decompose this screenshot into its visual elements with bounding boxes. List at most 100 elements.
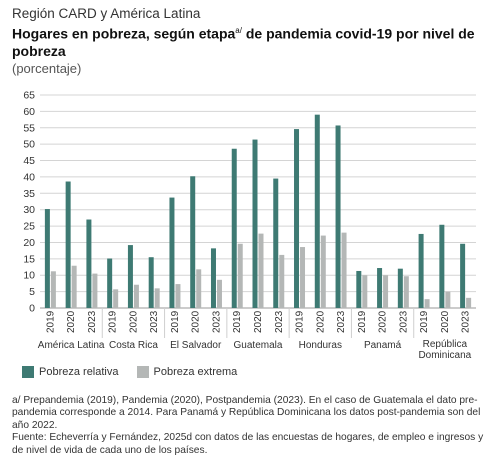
year-tick-label: 2023 — [149, 310, 160, 333]
bar-pobreza-extrema — [383, 275, 389, 308]
bar-pobreza-extrema — [300, 247, 306, 308]
title-footnote-marker: a/ — [235, 26, 242, 35]
bar-pobreza-extrema — [216, 279, 222, 308]
title-part-1: Hogares en pobreza, según etapa — [12, 25, 236, 42]
year-tick-label: 2023 — [398, 310, 409, 333]
bar-pobreza-relativa — [86, 219, 92, 308]
legend-swatch-relativa — [22, 366, 34, 378]
group-label: Costa Rica — [109, 340, 158, 351]
y-tick-label: 25 — [23, 221, 35, 233]
y-tick-label: 40 — [23, 171, 35, 183]
legend: Pobreza relativa Pobreza extrema — [22, 366, 255, 378]
year-tick-label: 2020 — [315, 310, 326, 333]
bar-pobreza-relativa — [127, 245, 133, 308]
year-tick-label: 2019 — [295, 310, 306, 333]
bar-pobreza-relativa — [356, 270, 362, 308]
bar-pobreza-extrema — [424, 299, 430, 308]
bar-pobreza-extrema — [175, 284, 181, 308]
year-tick-label: 2020 — [128, 310, 139, 333]
footnote-a: a/ Prepandemia (2019), Pandemia (2020), … — [12, 395, 481, 431]
y-tick-label: 0 — [29, 303, 35, 315]
chart-header: Región CARD y América Latina Hogares en … — [12, 5, 488, 77]
legend-label-extrema: Pobreza extrema — [153, 366, 238, 378]
bar-pobreza-relativa — [314, 114, 320, 309]
legend-item-relativa: Pobreza relativa — [22, 366, 119, 378]
bar-pobreza-relativa — [107, 258, 113, 308]
bar-pobreza-extrema — [196, 269, 202, 308]
y-tick-label: 5 — [29, 286, 35, 298]
bar-pobreza-relativa — [231, 148, 237, 308]
bar-pobreza-extrema — [50, 271, 56, 308]
bar-pobreza-extrema — [258, 233, 264, 308]
year-tick-label: 2020 — [191, 310, 202, 333]
bar-pobreza-extrema — [466, 297, 472, 308]
bar-pobreza-relativa — [294, 129, 300, 308]
group-label: Guatemala — [234, 340, 283, 351]
bar-pobreza-extrema — [71, 265, 77, 308]
year-tick-label: 2023 — [274, 310, 285, 333]
bar-pobreza-relativa — [273, 178, 279, 308]
bar-pobreza-relativa — [460, 243, 466, 308]
year-tick-label: 2019 — [45, 310, 56, 333]
y-tick-label: 15 — [23, 253, 35, 265]
year-tick-label: 2020 — [378, 310, 389, 333]
bar-pobreza-relativa — [148, 257, 154, 308]
bar-pobreza-relativa — [377, 268, 383, 308]
bar-pobreza-extrema — [133, 284, 139, 308]
footnotes: a/ Prepandemia (2019), Pandemia (2020), … — [12, 395, 490, 457]
unit-label: (porcentaje) — [12, 60, 82, 76]
year-tick-label: 2019 — [357, 310, 368, 333]
bar-pobreza-relativa — [210, 248, 216, 308]
y-tick-label: 20 — [23, 237, 35, 249]
group-label: América Latina — [38, 340, 105, 351]
bar-pobreza-relativa — [190, 176, 196, 308]
bar-pobreza-extrema — [279, 254, 285, 308]
legend-label-relativa: Pobreza relativa — [39, 366, 119, 378]
chart-title: Hogares en pobreza, según etapaa/ de pan… — [12, 22, 488, 60]
y-tick-label: 35 — [23, 188, 35, 200]
bar-pobreza-extrema — [403, 276, 409, 308]
bar-pobreza-relativa — [65, 181, 71, 308]
bar-chart: 0 5 10 15 20 25 30 35 40 45 50 55 60 65 2019 2020 2023 Am… — [23, 90, 476, 361]
bar-pobreza-relativa — [418, 233, 424, 308]
year-tick-label: 2023 — [87, 310, 98, 333]
legend-swatch-extrema — [136, 366, 149, 378]
year-tick-label: 2020 — [66, 310, 77, 333]
group-label: Honduras — [299, 340, 342, 351]
year-tick-label: 2020 — [440, 310, 451, 333]
bar-pobreza-relativa — [335, 125, 341, 308]
group-label: El Salvador — [170, 340, 222, 351]
year-tick-label: 2019 — [232, 310, 243, 333]
bar-pobreza-extrema — [154, 288, 160, 308]
y-tick-label: 30 — [23, 204, 35, 216]
legend-item-extrema: Pobreza extrema — [136, 366, 238, 378]
bar-pobreza-relativa — [252, 139, 258, 308]
y-tick-label: 10 — [23, 270, 35, 282]
year-tick-label: 2019 — [108, 310, 119, 333]
bar-pobreza-extrema — [237, 243, 243, 308]
group-label: República Dominicana — [418, 339, 471, 361]
group-label: Panamá — [364, 340, 402, 351]
bar-pobreza-relativa — [397, 268, 403, 308]
bar-pobreza-extrema — [445, 291, 451, 308]
source-note: Fuente: Echeverría y Fernández, 2025d co… — [12, 432, 484, 456]
year-tick-label: 2023 — [211, 310, 222, 333]
bar-pobreza-extrema — [113, 289, 119, 308]
y-tick-label: 50 — [23, 139, 35, 151]
year-tick-label: 2019 — [419, 310, 430, 333]
bar-pobreza-extrema — [362, 275, 368, 308]
bar-pobreza-extrema — [92, 273, 98, 308]
bar-pobreza-extrema — [320, 235, 326, 308]
bar-pobreza-relativa — [439, 224, 445, 308]
year-tick-label: 2019 — [170, 310, 181, 333]
year-tick-label: 2020 — [253, 310, 264, 333]
y-tick-label: 55 — [23, 122, 35, 134]
y-tick-label: 60 — [23, 106, 35, 118]
y-tick-label: 65 — [23, 90, 35, 102]
bar-pobreza-extrema — [341, 232, 347, 308]
year-tick-label: 2023 — [336, 310, 347, 333]
bar-pobreza-relativa — [169, 197, 175, 308]
region-label: Región CARD y América Latina — [12, 6, 201, 21]
title-part-2: de pandemia covid-19 por nivel de pobrez… — [12, 25, 475, 59]
y-tick-label: 45 — [23, 155, 35, 167]
